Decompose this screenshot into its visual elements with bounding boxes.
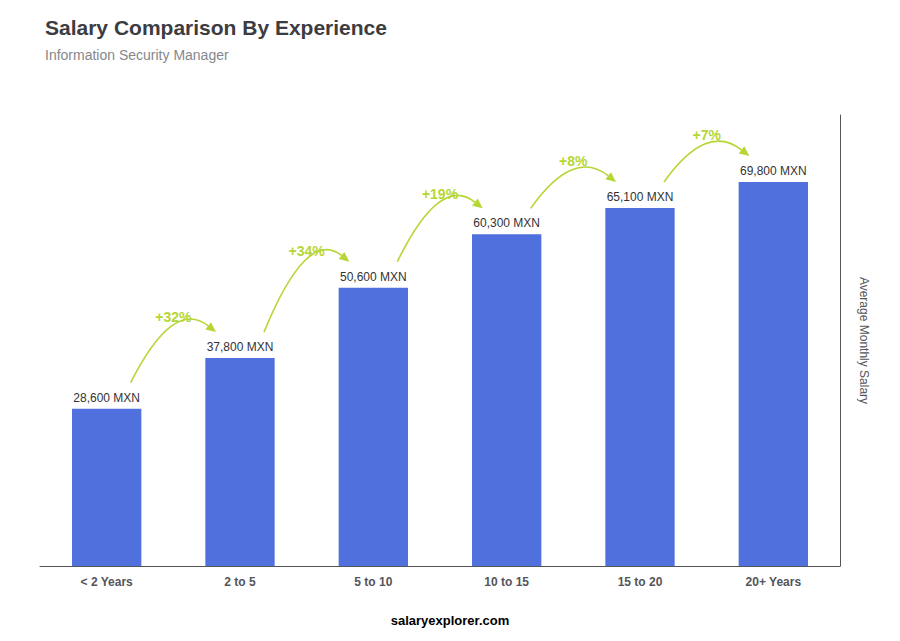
svg-text:37,800 MXN: 37,800 MXN — [207, 340, 274, 354]
svg-text:20+ Years: 20+ Years — [746, 575, 802, 589]
svg-text:65,100 MXN: 65,100 MXN — [607, 190, 674, 204]
svg-text:50,600 MXN: 50,600 MXN — [340, 270, 407, 284]
svg-text:+7%: +7% — [692, 127, 721, 143]
svg-text:Salary Comparison By Experienc: Salary Comparison By Experience — [45, 16, 387, 39]
svg-text:28,600 MXN: 28,600 MXN — [73, 391, 140, 405]
svg-text:10 to 15: 10 to 15 — [484, 575, 529, 589]
svg-text:< 2 Years: < 2 Years — [81, 575, 133, 589]
svg-text:60,300 MXN: 60,300 MXN — [473, 216, 540, 230]
svg-text:5 to 10: 5 to 10 — [354, 575, 392, 589]
svg-text:69,800 MXN: 69,800 MXN — [740, 164, 807, 178]
svg-text:+32%: +32% — [155, 309, 192, 325]
svg-text:15 to 20: 15 to 20 — [618, 575, 663, 589]
svg-text:salaryexplorer.com: salaryexplorer.com — [391, 613, 510, 628]
svg-text:Average Monthly Salary: Average Monthly Salary — [857, 277, 871, 404]
svg-text:+34%: +34% — [289, 243, 326, 259]
svg-text:2 to 5: 2 to 5 — [224, 575, 256, 589]
svg-text:+19%: +19% — [422, 186, 459, 202]
svg-text:+8%: +8% — [559, 153, 588, 169]
svg-text:Information Security Manager: Information Security Manager — [45, 47, 229, 63]
